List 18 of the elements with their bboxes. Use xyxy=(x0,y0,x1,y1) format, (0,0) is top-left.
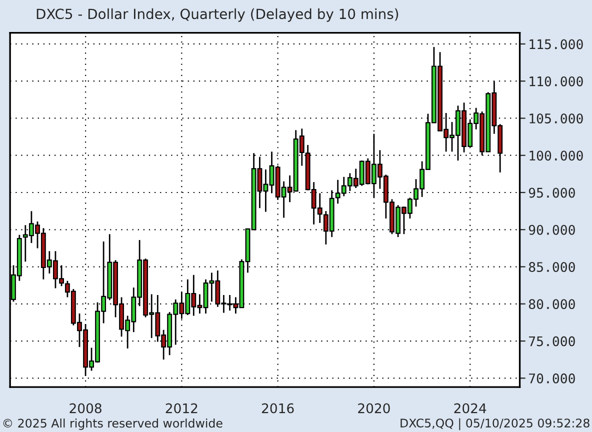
y-tick-label: 110.000 xyxy=(530,76,583,86)
x-tick-label: 2008 xyxy=(70,403,102,414)
y-tick-label: 100.000 xyxy=(530,150,583,161)
y-tick-label: 115.000 xyxy=(530,39,583,50)
text: DXC5,QQ | 05/10/2025 09:52:28 xyxy=(400,418,590,430)
x-tick-label: 2012 xyxy=(166,403,198,414)
y-tick-label: 105.000 xyxy=(530,113,583,124)
x-tick-label: 2020 xyxy=(358,403,390,414)
y-tick-label: 70.000 xyxy=(529,373,575,384)
x-tick-label: 2024 xyxy=(454,403,486,414)
text: © 2025 All rights reserved worldwide xyxy=(3,418,222,430)
x-tick-label: 2016 xyxy=(262,403,294,414)
y-tick-label: 90.000 xyxy=(528,224,575,235)
y-tick-label: 75.000 xyxy=(529,336,575,346)
y-tick-label: 80.000 xyxy=(528,299,575,310)
y-tick-label: 95.000 xyxy=(528,188,575,198)
chart-title: DXC5 - Dollar Index, Quarterly (Delayed by 10 mins) xyxy=(36,8,398,22)
y-tick-label: 85.000 xyxy=(528,262,575,272)
